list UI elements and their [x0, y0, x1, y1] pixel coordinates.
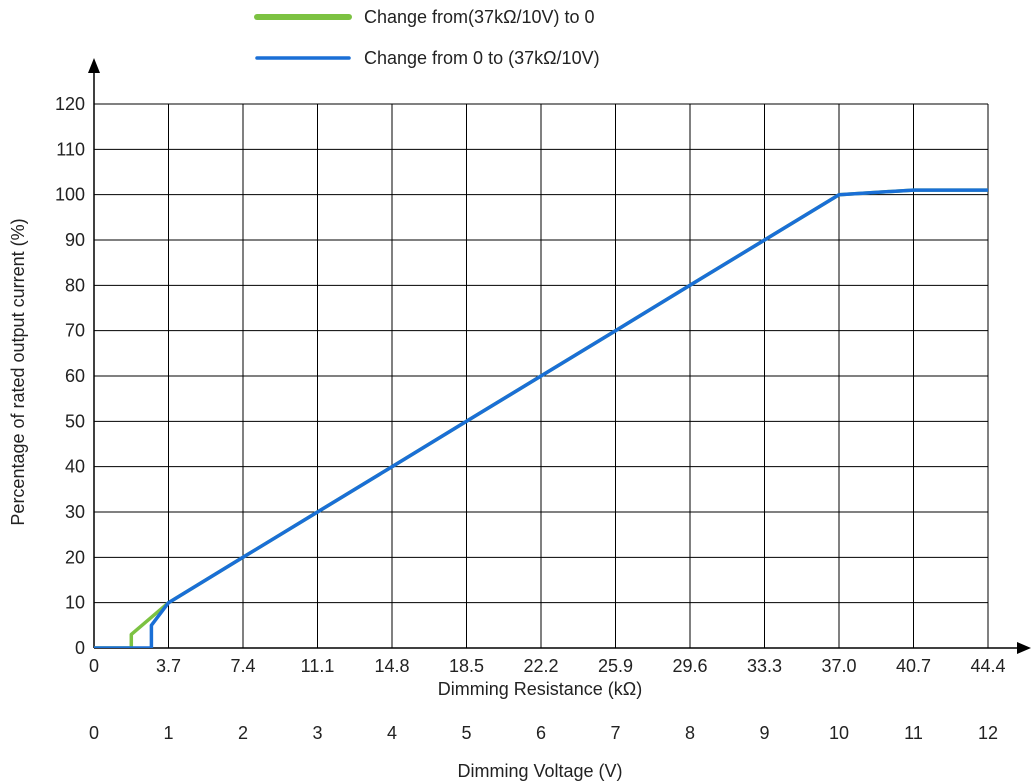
- y-tick-label: 70: [65, 321, 85, 341]
- legend-label-1: Change from(37kΩ/10V) to 0: [364, 7, 595, 27]
- axes: [88, 58, 1031, 654]
- x-tick-label: 7.4: [230, 656, 255, 676]
- series-line-2: [94, 188, 988, 648]
- x-tick-label: 37.0: [821, 656, 856, 676]
- x2-tick-label: 3: [312, 723, 322, 743]
- y-tick-label: 40: [65, 457, 85, 477]
- x2-tick-label: 12: [978, 723, 998, 743]
- y-tick-label: 100: [55, 185, 85, 205]
- y-tick-label: 20: [65, 547, 85, 567]
- x2-tick-label: 5: [461, 723, 471, 743]
- x-tick-label: 18.5: [449, 656, 484, 676]
- x-tick-label: 40.7: [896, 656, 931, 676]
- x2-tick-label: 4: [387, 723, 397, 743]
- y-tick-label: 0: [75, 638, 85, 658]
- x-tick-label: 14.8: [374, 656, 409, 676]
- x-axis-label: Dimming Resistance (kΩ): [438, 679, 643, 699]
- x2-tick-label: 8: [685, 723, 695, 743]
- x-tick-label: 0: [89, 656, 99, 676]
- x2-tick-label: 7: [610, 723, 620, 743]
- y-tick-label: 80: [65, 275, 85, 295]
- y-tick-label: 10: [65, 593, 85, 613]
- x-tick-label: 22.2: [523, 656, 558, 676]
- y-axis-arrow-icon: [88, 58, 100, 73]
- x2-tick-label: 2: [238, 723, 248, 743]
- x2-tick-label: 10: [829, 723, 849, 743]
- x-tick-label: 25.9: [598, 656, 633, 676]
- x-tick-label: 29.6: [672, 656, 707, 676]
- y-tick-label: 30: [65, 502, 85, 522]
- x-tick-label: 3.7: [156, 656, 181, 676]
- y-tick-label: 110: [56, 139, 85, 159]
- x-axis-arrow-icon: [1017, 642, 1031, 654]
- y-tick-label: 60: [65, 366, 85, 386]
- legend: Change from(37kΩ/10V) to 0 Change from 0 …: [254, 7, 600, 68]
- series-layer: [94, 188, 988, 648]
- x-tick-label: 44.4: [970, 656, 1005, 676]
- x2-tick-label: 9: [759, 723, 769, 743]
- x-tick-label: 33.3: [747, 656, 782, 676]
- x2-tick-label: 1: [163, 723, 173, 743]
- x2-tick-label: 0: [89, 723, 99, 743]
- x2-axis-label: Dimming Voltage (V): [457, 761, 622, 781]
- x-tick-label: 11.1: [301, 656, 335, 676]
- y-axis-label: Percentage of rated output current (%): [8, 218, 28, 525]
- y-tick-label: 50: [65, 411, 85, 431]
- x2-tick-label: 11: [904, 723, 923, 743]
- legend-label-2: Change from 0 to (37kΩ/10V): [364, 48, 600, 68]
- y-tick-label: 90: [65, 230, 85, 250]
- y-tick-label: 120: [55, 94, 85, 114]
- x2-tick-label: 6: [536, 723, 546, 743]
